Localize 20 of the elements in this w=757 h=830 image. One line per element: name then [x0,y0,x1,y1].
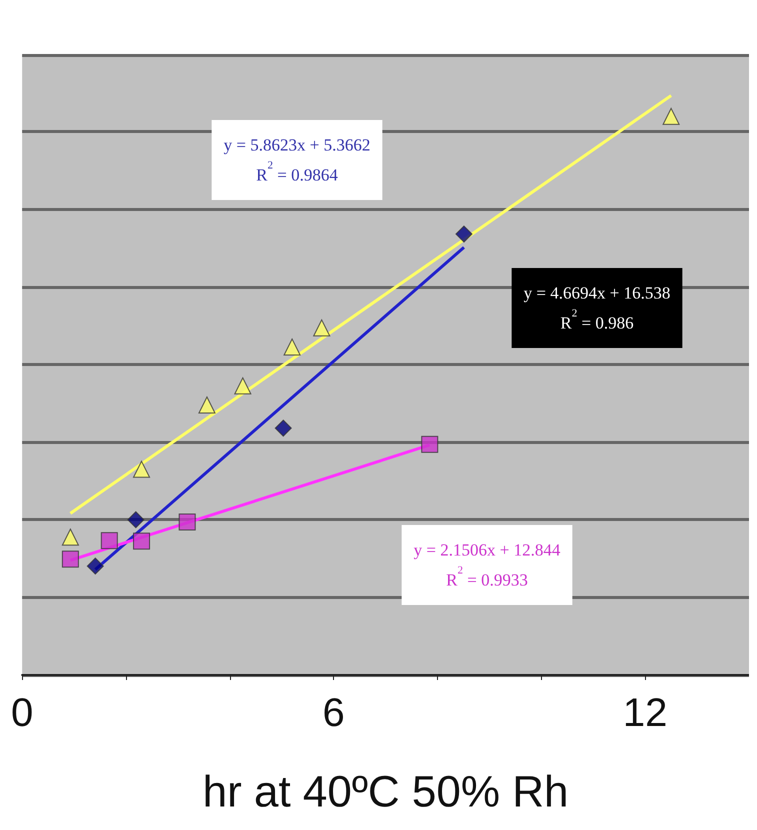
point [133,532,150,550]
x-tick-label: 6 [322,691,345,735]
point [100,532,118,550]
point [178,514,196,531]
point [284,338,301,356]
x-tick-label: 0 [11,691,34,735]
point [86,558,104,575]
point [62,528,79,546]
point [133,460,150,478]
point [662,108,680,125]
point [62,550,79,568]
point [274,420,292,437]
point [198,396,216,414]
point [127,511,144,528]
point [455,226,472,243]
point [313,319,330,336]
x-axis-title: hr at 40ºC 50% Rh [202,768,568,816]
point [234,377,252,394]
point [421,436,438,453]
x-tick-label: 12 [622,691,668,735]
